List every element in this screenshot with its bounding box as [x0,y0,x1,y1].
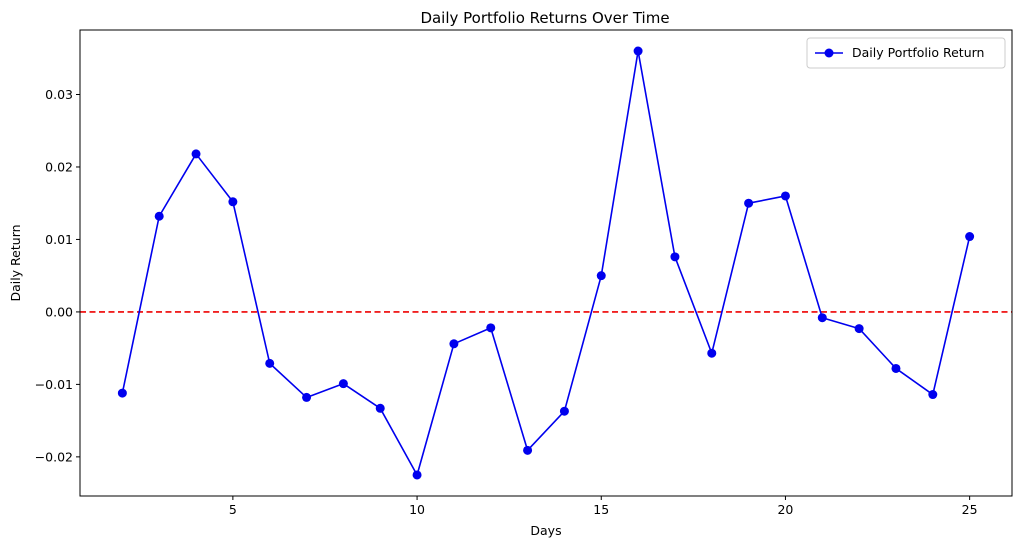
data-point [633,46,643,56]
plot-area [80,46,1012,480]
y-axis-label: Daily Return [8,224,23,301]
data-point [891,363,901,373]
data-point [486,323,496,333]
legend-marker-swatch [824,48,834,58]
data-point [375,403,385,413]
data-point [854,324,864,334]
data-point [228,197,238,207]
data-point [117,388,127,398]
x-axis-label: Days [530,523,561,538]
plot-frame [79,29,1013,497]
data-point [707,348,717,358]
data-point [449,339,459,349]
data-point [412,470,422,480]
data-point [302,392,312,402]
data-point [817,313,827,323]
data-point [265,358,275,368]
data-point [965,232,975,242]
axis-ticks: 5 10 15 20 25 −0.02 −0.01 0.00 0.01 0.02 0.03 [35,87,978,517]
y-tick-label: 0.03 [45,87,73,102]
data-point [670,252,680,262]
x-tick-label: 25 [962,502,978,517]
y-tick-label: 0.02 [45,159,73,174]
x-tick-label: 15 [593,502,609,517]
x-tick-label: 20 [777,502,793,517]
x-tick-label: 10 [409,502,425,517]
data-point [596,271,606,281]
legend-label: Daily Portfolio Return [852,45,984,60]
y-tick-label: −0.01 [35,377,73,392]
data-point [744,198,754,208]
data-point [523,445,533,455]
series-line [121,50,971,476]
data-point [928,390,938,400]
data-point [338,379,348,389]
data-point [780,191,790,201]
legend-box [806,37,1006,69]
data-point [154,211,164,221]
y-tick-label: −0.02 [35,449,73,464]
y-tick-label: 0.01 [45,232,73,247]
data-point [191,149,201,159]
chart-title: Daily Portfolio Returns Over Time [420,9,669,27]
x-tick-label: 5 [229,502,237,517]
y-tick-label: 0.00 [45,304,73,319]
data-point [559,406,569,416]
legend: Daily Portfolio Return [806,37,1006,69]
